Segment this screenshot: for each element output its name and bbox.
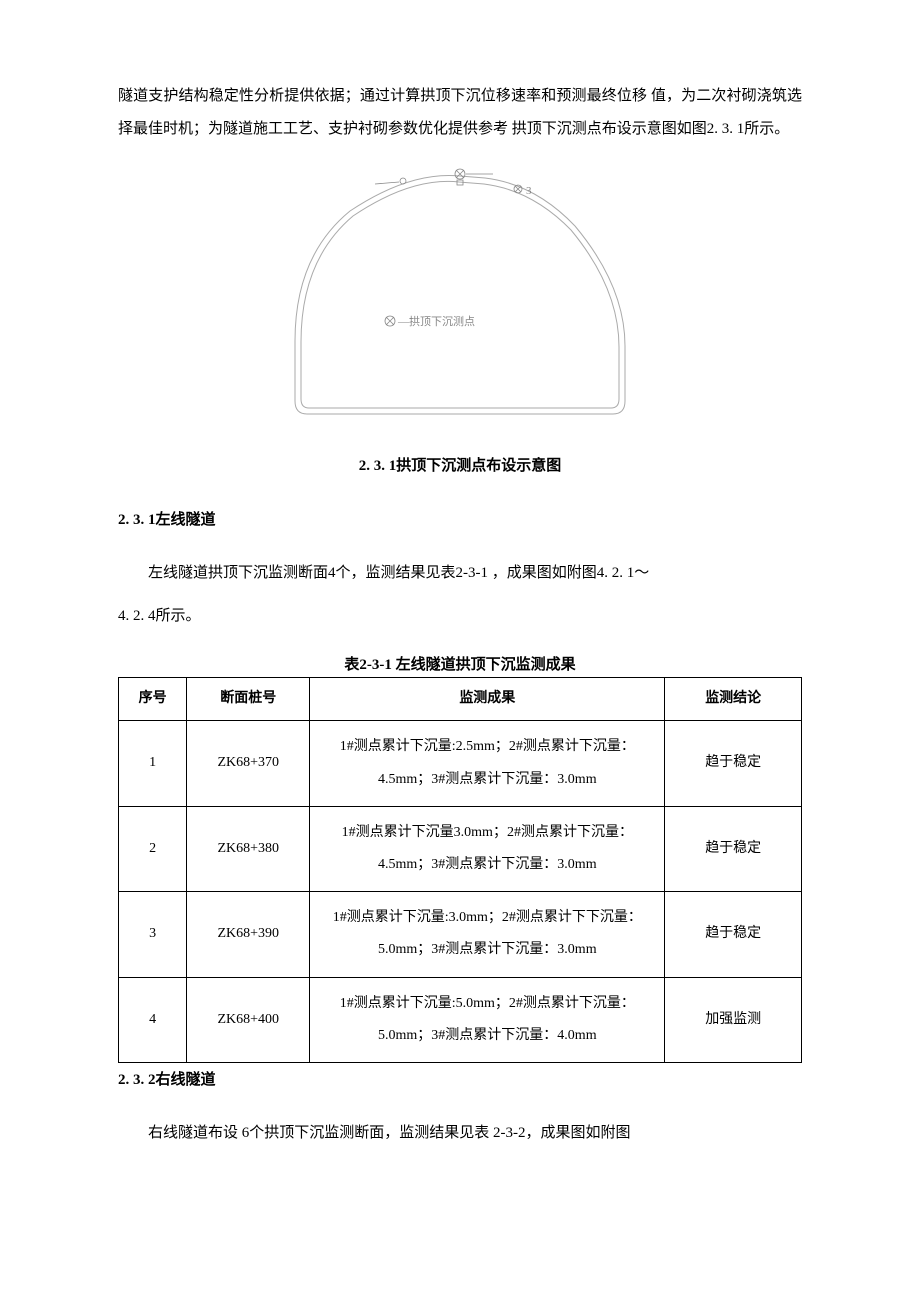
col-header-station: 断面桩号 — [187, 678, 310, 721]
col-header-result: 监测成果 — [310, 678, 665, 721]
section-2-3-1-para2: 4. 2. 4所示。 — [118, 600, 802, 633]
cell-result: 1#测点累计下沉量:3.0mm；2#测点累计下下沉量：5.0mm；3#测点累计下… — [310, 892, 665, 977]
section-2-3-1-para1: 左线隧道拱顶下沉监测断面4个，监测结果见表2-3-1 ，成果图如附图4. 2. … — [118, 557, 802, 590]
legend-marker — [385, 316, 395, 326]
table-2-3-1-caption: 表2-3-1 左线隧道拱顶下沉监测成果 — [118, 653, 802, 677]
tunnel-diagram: 3 —拱顶下沉测点 — [118, 166, 802, 444]
cell-result: 1#测点累计下沉量:2.5mm；2#测点累计下沉量：4.5mm；3#测点累计下沉… — [310, 721, 665, 806]
cell-conclusion: 加强监测 — [665, 977, 802, 1062]
intro-paragraph: 隧道支护结构稳定性分析提供依据；通过计算拱顶下沉位移速率和预测最终位移 值，为二… — [118, 80, 802, 146]
cell-conclusion: 趋于稳定 — [665, 892, 802, 977]
cell-seq: 3 — [119, 892, 187, 977]
table-header-row: 序号 断面桩号 监测成果 监测结论 — [119, 678, 802, 721]
marker-left — [375, 178, 406, 184]
table-row: 3ZK68+3901#测点累计下沉量:3.0mm；2#测点累计下下沉量：5.0m… — [119, 892, 802, 977]
legend-label: —拱顶下沉测点 — [397, 314, 475, 328]
cell-conclusion: 趋于稳定 — [665, 806, 802, 891]
section-2-3-2-para: 右线隧道布设 6个拱顶下沉监测断面，监测结果见表 2-3-2，成果图如附图 — [118, 1117, 802, 1150]
section-heading-2-3-1: 2. 3. 1左线隧道 — [118, 508, 802, 532]
tunnel-cross-section-svg: 3 —拱顶下沉测点 — [235, 166, 685, 436]
cell-station: ZK68+370 — [187, 721, 310, 806]
tunnel-outer-outline — [295, 175, 625, 414]
cell-station: ZK68+380 — [187, 806, 310, 891]
table-2-3-1: 序号 断面桩号 监测成果 监测结论 1ZK68+3701#测点累计下沉量:2.5… — [118, 677, 802, 1063]
table-row: 1ZK68+3701#测点累计下沉量:2.5mm；2#测点累计下沉量：4.5mm… — [119, 721, 802, 806]
cell-station: ZK68+390 — [187, 892, 310, 977]
cell-seq: 1 — [119, 721, 187, 806]
cell-result: 1#测点累计下沉量3.0mm；2#测点累计下沉量：4.5mm；3#测点累计下沉量… — [310, 806, 665, 891]
col-header-seq: 序号 — [119, 678, 187, 721]
col-header-conclusion: 监测结论 — [665, 678, 802, 721]
tunnel-inner-outline — [301, 181, 619, 408]
table-row: 2ZK68+3801#测点累计下沉量3.0mm；2#测点累计下沉量：4.5mm；… — [119, 806, 802, 891]
cell-conclusion: 趋于稳定 — [665, 721, 802, 806]
svg-text:3: 3 — [526, 185, 532, 197]
section-heading-2-3-2: 2. 3. 2右线隧道 — [118, 1068, 802, 1092]
diagram-caption: 2. 3. 1拱顶下沉测点布设示意图 — [118, 454, 802, 478]
cell-station: ZK68+400 — [187, 977, 310, 1062]
table-body: 1ZK68+3701#测点累计下沉量:2.5mm；2#测点累计下沉量：4.5mm… — [119, 721, 802, 1063]
cell-result: 1#测点累计下沉量:5.0mm；2#测点累计下沉量：5.0mm；3#测点累计下沉… — [310, 977, 665, 1062]
cell-seq: 4 — [119, 977, 187, 1062]
cell-seq: 2 — [119, 806, 187, 891]
table-row: 4ZK68+4001#测点累计下沉量:5.0mm；2#测点累计下沉量：5.0mm… — [119, 977, 802, 1062]
